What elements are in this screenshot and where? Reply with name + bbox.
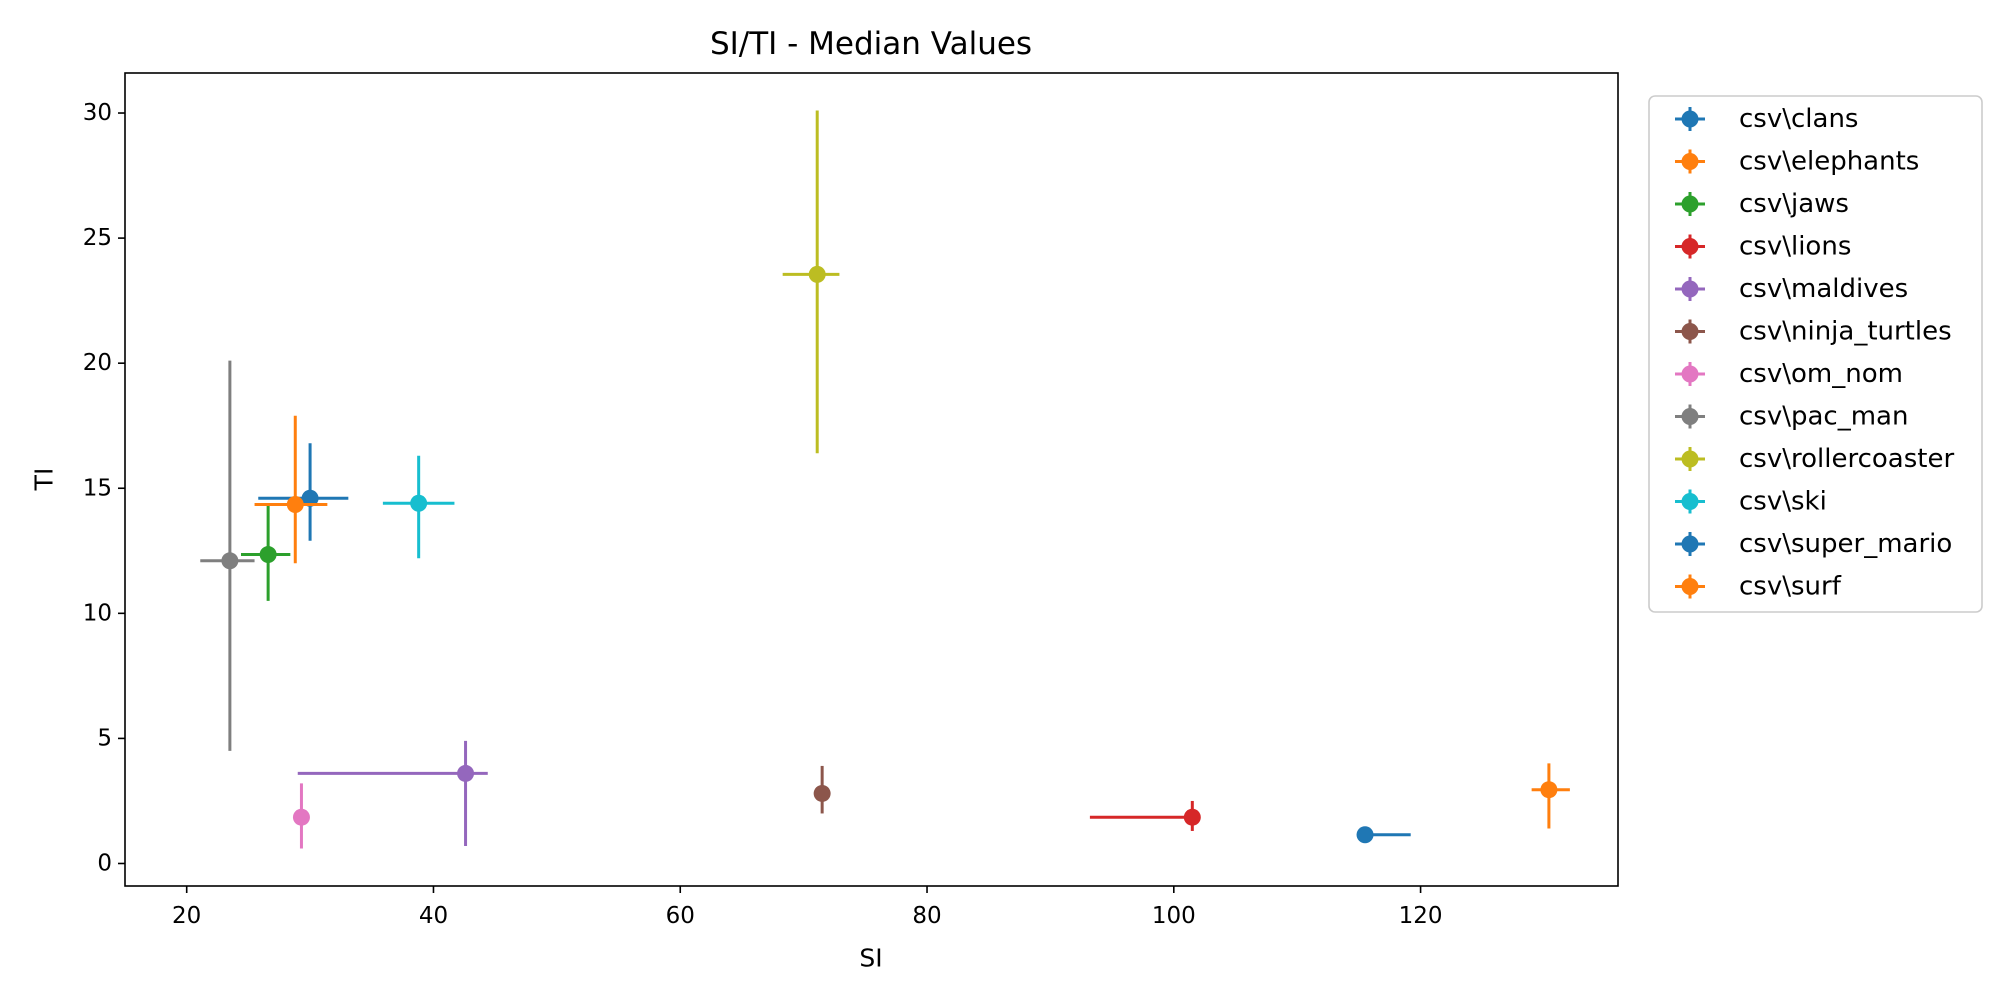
x-tick-label: 80: [912, 903, 941, 929]
legend: csv\clans csv\elephants csv\jaws csv\lions c…: [1648, 95, 1983, 613]
legend-label: csv\lions: [1739, 232, 1851, 262]
legend-marker: [1681, 450, 1699, 468]
y-axis-label: TI: [30, 468, 59, 492]
legend-label: csv\pac_man: [1739, 402, 1908, 432]
legend-marker: [1681, 238, 1699, 255]
data-point: [813, 784, 831, 802]
data-point: [221, 552, 239, 570]
legend-item: csv\surf: [1675, 572, 1842, 602]
legend-label: csv\clans: [1739, 104, 1858, 134]
data-point: [1356, 826, 1374, 844]
legend-marker: [1681, 493, 1699, 510]
series-2: [240, 505, 291, 601]
legend-item: csv\rollercoaster: [1675, 444, 1954, 474]
legend-marker: [1681, 280, 1699, 298]
legend-label: csv\maldives: [1739, 274, 1908, 304]
legend-item: csv\jaws: [1675, 189, 1849, 219]
series-4: [297, 740, 488, 846]
x-tick-label: 120: [1399, 903, 1443, 929]
y-tick-label: 10: [83, 600, 112, 626]
legend-label: csv\rollercoaster: [1739, 444, 1954, 474]
legend-item: csv\pac_man: [1675, 402, 1908, 432]
y-tick-label: 20: [83, 350, 112, 376]
y-tick-label: 5: [97, 725, 112, 751]
legend-item: csv\elephants: [1675, 147, 1919, 177]
chart-title: SI/TI - Median Values: [710, 26, 1032, 62]
x-tick-label: 100: [1152, 903, 1196, 929]
series-11: [254, 415, 328, 564]
series-9: [382, 455, 455, 559]
legend-items: csv\clans csv\elephants csv\jaws csv\lions c…: [1675, 104, 1954, 602]
series-3: [1089, 800, 1201, 831]
data-point: [292, 808, 310, 826]
legend-item: csv\om_nom: [1675, 359, 1903, 389]
legend-marker: [1681, 408, 1699, 425]
legend-item: csv\super_mario: [1675, 529, 1952, 559]
y-axis: 0 5 10 15 20 25 30: [83, 100, 125, 876]
series-10: [258, 443, 349, 541]
legend-item: csv\maldives: [1675, 274, 1908, 304]
series-6: [292, 783, 310, 849]
x-axis: 20 40 60 80 100 120: [172, 886, 1443, 929]
data-point: [286, 496, 304, 514]
data-marks: [200, 110, 1570, 849]
legend-item: csv\lions: [1675, 232, 1851, 262]
legend-item: csv\clans: [1675, 104, 1858, 134]
legend-marker: [1681, 365, 1699, 383]
y-tick-label: 15: [83, 475, 112, 501]
legend-label: csv\super_mario: [1739, 529, 1952, 559]
series-5: [813, 765, 831, 814]
legend-item: csv\ninja_turtles: [1675, 317, 1952, 347]
series-7: [200, 360, 255, 751]
series-0: [1356, 826, 1411, 844]
y-tick-label: 25: [83, 225, 112, 251]
legend-label: csv\ninja_turtles: [1739, 317, 1952, 347]
legend-marker: [1681, 153, 1699, 170]
legend-marker: [1681, 110, 1699, 128]
legend-label: csv\elephants: [1739, 147, 1919, 177]
x-tick-label: 60: [666, 903, 695, 929]
legend-marker: [1681, 323, 1699, 340]
y-tick-label: 30: [83, 100, 112, 126]
series-1: [1531, 763, 1570, 829]
data-point: [410, 494, 428, 512]
data-point: [808, 265, 826, 283]
legend-marker: [1681, 195, 1699, 213]
legend-label: csv\surf: [1739, 572, 1842, 602]
data-point: [259, 546, 277, 564]
data-point: [457, 764, 475, 782]
legend-label: csv\om_nom: [1739, 359, 1903, 389]
data-point: [1540, 781, 1558, 799]
data-point: [1183, 808, 1201, 826]
data-point: [301, 489, 319, 507]
legend-item: csv\ski: [1675, 487, 1827, 517]
x-tick-label: 20: [172, 903, 201, 929]
legend-frame: [1648, 95, 1983, 613]
series-8: [782, 110, 840, 454]
x-axis-label: SI: [859, 944, 882, 973]
y-tick-label: 0: [97, 850, 112, 876]
legend-marker: [1681, 578, 1699, 595]
legend-label: csv\jaws: [1739, 189, 1849, 219]
legend-label: csv\ski: [1739, 487, 1827, 517]
plot-frame: [124, 72, 1619, 887]
legend-marker: [1681, 535, 1699, 553]
x-tick-label: 40: [419, 903, 448, 929]
